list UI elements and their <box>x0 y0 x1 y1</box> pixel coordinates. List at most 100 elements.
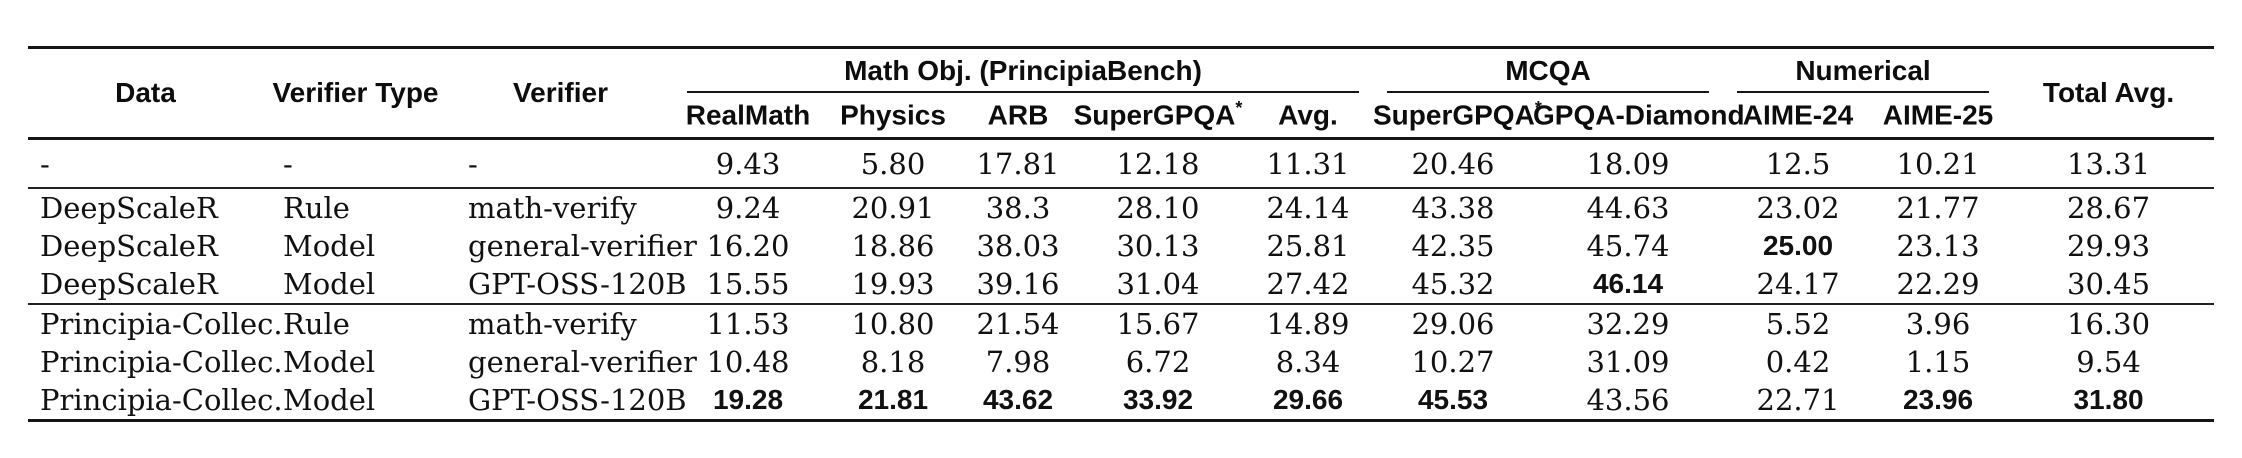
cell-value: 6.72 <box>1125 345 1191 379</box>
cell-value: 23.96 <box>1902 384 1974 415</box>
cell-value: 42.35 <box>1411 229 1495 263</box>
cell-value: 32.29 <box>1586 307 1670 341</box>
cell-value: 18.86 <box>851 229 935 263</box>
cell-data: DeepScaleR <box>40 229 218 263</box>
cell-value: 5.52 <box>1765 307 1831 341</box>
cell-value: 13.31 <box>2067 146 2151 181</box>
cell-value: 45.32 <box>1411 267 1495 301</box>
cell-value: 3.96 <box>1905 307 1971 341</box>
cell-verifier: GPT-OSS-120B <box>468 267 687 301</box>
cell-value: 29.66 <box>1272 384 1344 415</box>
col-group-math-obj-label: Math Obj. (PrincipiaBench) <box>844 55 1202 86</box>
cell-data: Principia-Collec. <box>40 307 283 341</box>
cell-data: DeepScaleR <box>40 267 218 301</box>
header-group-row: Data Verifier Type Verifier Math Obj. (P… <box>28 47 2215 140</box>
cell-value: 24.17 <box>1756 267 1840 301</box>
cell-value: 0.42 <box>1765 345 1831 379</box>
table-row: Principia-Collec. Model general-verifier 10… <box>28 343 2214 381</box>
cell-value: 45.74 <box>1586 229 1670 263</box>
cell-value: 29.06 <box>1411 307 1495 341</box>
cell-value: 22.29 <box>1896 267 1980 301</box>
col-header-verifier: Verifier <box>448 47 673 140</box>
cell-value: 18.09 <box>1586 146 1670 181</box>
cell-verifier: math-verify <box>468 307 637 341</box>
cell-value: 10.80 <box>851 307 935 341</box>
col-header-data: Data <box>28 47 263 140</box>
cell-value: 23.02 <box>1756 191 1840 225</box>
cell-verifier-type: Model <box>283 267 376 301</box>
cell-value: 21.77 <box>1896 191 1980 225</box>
cell-value: 15.55 <box>706 267 790 301</box>
col-header-arb: ARB <box>963 93 1073 140</box>
cell-value: 31.80 <box>2073 384 2144 415</box>
col-group-mcqa-label: MCQA <box>1505 55 1591 86</box>
cell-value: 5.80 <box>860 146 926 181</box>
asterisk: * <box>1235 98 1243 119</box>
cell-value: 46.14 <box>1592 268 1664 299</box>
col-header-gpqa-diamond: GPQA-Diamond <box>1533 93 1745 140</box>
cell-value: 23.13 <box>1896 229 1980 263</box>
cell-value: 22.71 <box>1756 383 1840 417</box>
cell-value: 28.10 <box>1116 191 1200 225</box>
cell-value: 12.5 <box>1765 146 1831 181</box>
cell-value: 10.48 <box>706 345 790 379</box>
cell-value: 25.00 <box>1762 230 1834 261</box>
col-group-numerical: Numerical <box>1723 48 2003 93</box>
cell-value: 20.91 <box>851 191 935 225</box>
cell-data: Principia-Collec. <box>40 383 283 417</box>
cell-data: Principia-Collec. <box>40 345 283 379</box>
cell-verifier: - <box>468 146 478 181</box>
col-header-aime-24: AIME-24 <box>1723 93 1874 140</box>
cell-value: 1.15 <box>1905 345 1971 379</box>
cell-value: 20.46 <box>1411 146 1495 181</box>
col-header-avg: Avg. <box>1243 93 1373 140</box>
cell-value: 11.53 <box>706 307 790 341</box>
col-header-supergpqa-mcqa: SuperGPQA* <box>1373 93 1542 140</box>
col-header-verifier-label: Verifier <box>513 77 608 108</box>
col-header-verifier-type-label: Verifier Type <box>272 77 439 108</box>
cell-value: 7.98 <box>985 345 1051 379</box>
cell-value: 43.62 <box>982 384 1054 415</box>
table-row: - - - 9.43 5.80 17.81 12.18 11.31 20.46 18.09 12.5… <box>28 139 2214 189</box>
table-row: DeepScaleR Model general-verifier 16.20 18.8… <box>28 227 2214 265</box>
cell-value: 43.38 <box>1411 191 1495 225</box>
cell-value: 10.21 <box>1896 146 1980 181</box>
cell-verifier-type: Model <box>283 383 376 417</box>
cell-value: 11.31 <box>1266 146 1350 181</box>
cell-value: 19.28 <box>712 384 784 415</box>
cell-verifier-type: Rule <box>283 307 350 341</box>
cell-value: 21.54 <box>976 307 1060 341</box>
cell-value: 25.81 <box>1266 229 1350 263</box>
table-section-1: DeepScaleR Rule math-verify 9.24 20.91 38.3 28… <box>28 188 2215 304</box>
col-header-supergpqa-math: SuperGPQA* <box>1073 93 1243 140</box>
col-header-physics: Physics <box>823 93 963 140</box>
results-table: Data Verifier Type Verifier Math Obj. (P… <box>28 46 2215 422</box>
cell-data: - <box>40 146 50 181</box>
cell-value: 9.54 <box>2076 345 2141 379</box>
cell-value: 28.67 <box>2067 191 2151 225</box>
col-group-math-obj: Math Obj. (PrincipiaBench) <box>673 48 1373 93</box>
cell-verifier-type: Model <box>283 345 376 379</box>
table-header: Data Verifier Type Verifier Math Obj. (P… <box>28 47 2215 140</box>
cell-value: 29.93 <box>2067 229 2151 263</box>
col-group-numerical-label: Numerical <box>1795 55 1931 86</box>
table-row: Principia-Collec. Rule math-verify 11.53 10.… <box>28 304 2214 343</box>
cell-value: 16.30 <box>2067 307 2151 341</box>
cell-value: 30.45 <box>2067 267 2151 301</box>
cell-value: 31.09 <box>1586 345 1670 379</box>
cell-value: 8.18 <box>860 345 926 379</box>
table-row: DeepScaleR Rule math-verify 9.24 20.91 38.3 28… <box>28 188 2214 227</box>
col-header-total-avg-label: Total Avg. <box>2042 77 2175 108</box>
cell-value: 14.89 <box>1266 307 1350 341</box>
cell-verifier: GPT-OSS-120B <box>468 383 687 417</box>
cell-value: 24.14 <box>1266 191 1350 225</box>
col-header-realmath: RealMath <box>673 93 823 140</box>
table-row: DeepScaleR Model GPT-OSS-120B 15.55 19.93 39.… <box>28 265 2214 304</box>
cell-value: 17.81 <box>976 146 1060 181</box>
col-header-data-label: Data <box>115 77 176 108</box>
header-sub-row: RealMath Physics ARB SuperGPQA* Avg. Sup… <box>28 93 2214 140</box>
cell-verifier-type: Rule <box>283 191 350 225</box>
cell-value: 38.03 <box>976 229 1060 263</box>
results-table-wrapper: Data Verifier Type Verifier Math Obj. (P… <box>28 46 2215 422</box>
cell-verifier-type: Model <box>283 229 376 263</box>
